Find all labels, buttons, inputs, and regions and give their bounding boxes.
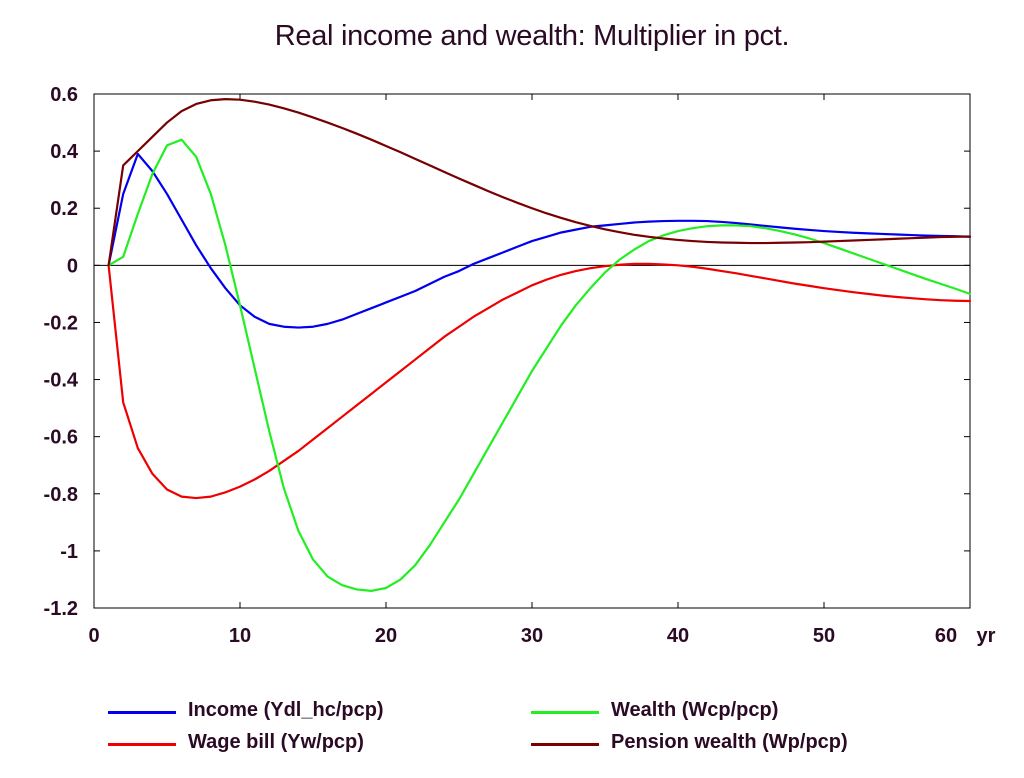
legend-swatch-pension-wealth: [531, 743, 599, 746]
x-tick-label: 20: [375, 625, 397, 647]
x-unit-label: yr: [977, 625, 996, 647]
x-tick-label: 0: [88, 625, 99, 647]
x-tick-label: 60: [935, 625, 957, 647]
legend-swatch-wage-bill: [108, 743, 176, 746]
y-tick-label: -0.2: [44, 312, 78, 334]
y-tick-label: -1: [60, 541, 78, 563]
legend-label-income: Income (Ydl_hc/pcp): [188, 699, 384, 721]
legend-swatch-income: [108, 711, 176, 714]
legend-label-pension-wealth: Pension wealth (Wp/pcp): [611, 731, 848, 753]
x-tick-label: 10: [229, 625, 251, 647]
y-tick-label: -0.4: [44, 370, 79, 392]
series-line-3: [107, 98, 972, 267]
y-tick-label: 0.4: [50, 141, 79, 163]
y-tick-label: 0.6: [50, 84, 78, 106]
legend-label-wage-bill: Wage bill (Yw/pcp): [188, 731, 364, 753]
y-tick-label: -0.8: [44, 484, 78, 506]
plot-border: [93, 93, 971, 609]
y-tick-label: -1.2: [44, 598, 78, 620]
series-line-0: [107, 152, 972, 329]
x-tick-label: 30: [521, 625, 543, 647]
y-tick-label: 0.2: [50, 198, 78, 220]
x-tick-label: 40: [667, 625, 689, 647]
axis-ticks: 0.6 0.4 0.2 0 -0.2 -0.4 -0.6 -0.8 -1 -1.2 0 10 20 30 4…: [44, 84, 996, 647]
legend-label-wealth: Wealth (Wcp/pcp): [611, 699, 779, 721]
chart-title: Real income and wealth: Multiplier in pc…: [274, 20, 790, 52]
y-tick-label: 0: [67, 255, 78, 277]
series-line-1: [107, 262, 972, 500]
plot-frame: [93, 93, 971, 609]
series-layer: [107, 98, 972, 592]
legend-swatch-wealth: [531, 711, 599, 714]
y-tick-label: -0.6: [44, 427, 78, 449]
x-tick-label: 50: [813, 625, 835, 647]
series-line-2: [107, 138, 972, 592]
